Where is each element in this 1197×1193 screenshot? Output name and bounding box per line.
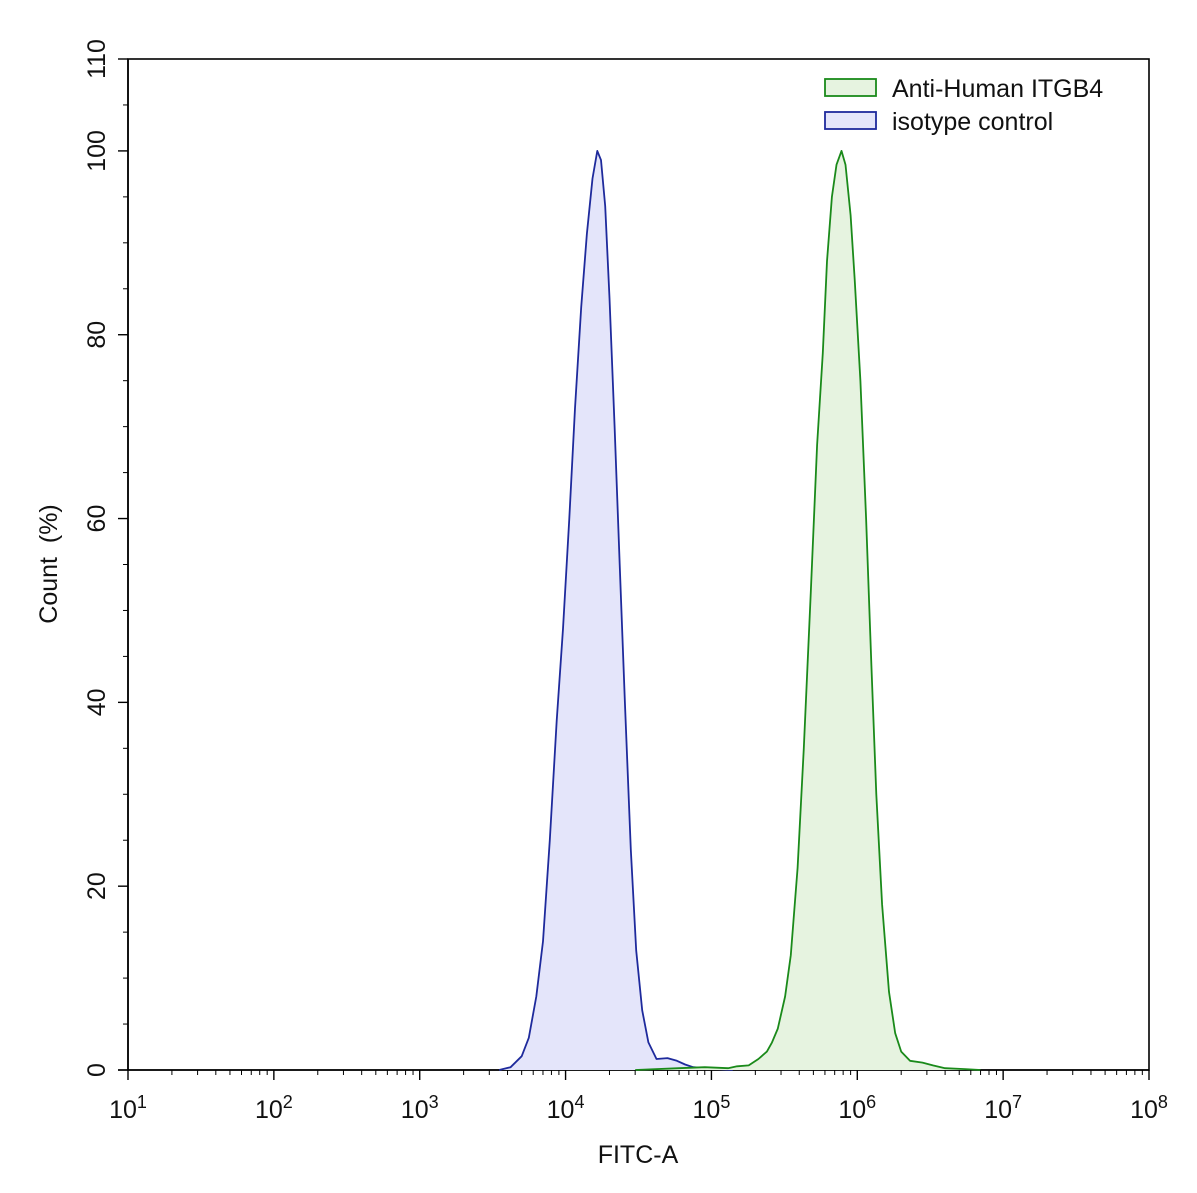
y-tick-label: 20 — [83, 872, 111, 900]
y-axis-label: Count (%) — [35, 504, 63, 623]
plot-frame — [127, 58, 1150, 1071]
legend-swatch-isotype-control — [824, 111, 877, 130]
x-tick-label: 102 — [255, 1092, 293, 1124]
series-layer — [498, 150, 981, 1071]
x-tick-label: 106 — [838, 1092, 876, 1124]
series-area-isotype-control — [499, 150, 733, 1070]
y-tick-label: 80 — [83, 321, 111, 349]
y-tick-label: 40 — [83, 688, 111, 716]
x-tick-label: 107 — [984, 1092, 1022, 1124]
x-tick-label: 104 — [547, 1092, 585, 1124]
x-tick-label: 103 — [401, 1092, 439, 1124]
y-ticks-layer: 0 20 40 60 80 100 110 — [83, 39, 128, 1077]
series-area-anti-human-itgb4 — [635, 150, 981, 1070]
series-line-anti-human-itgb4 — [635, 150, 981, 1071]
y-tick-label: 110 — [83, 39, 111, 79]
x-axis-label: FITC-A — [598, 1141, 679, 1169]
legend-swatch-anti-human-itgb4 — [824, 78, 877, 97]
y-tick-label: 60 — [83, 505, 111, 533]
legend-label-isotype-control: isotype control — [892, 108, 1053, 136]
series-line-isotype-control — [498, 150, 733, 1071]
y-tick-label: 100 — [83, 130, 111, 172]
x-ticks-layer: 101 102 103 104 105 106 107 108 — [109, 1070, 1168, 1124]
x-tick-label: 101 — [109, 1092, 147, 1124]
legend: Anti-Human ITGB4 isotype control — [824, 75, 1103, 136]
x-tick-label: 108 — [1130, 1092, 1168, 1124]
y-tick-label: 0 — [83, 1063, 111, 1077]
legend-label-anti-human-itgb4: Anti-Human ITGB4 — [892, 75, 1103, 103]
x-tick-label: 105 — [693, 1092, 731, 1124]
